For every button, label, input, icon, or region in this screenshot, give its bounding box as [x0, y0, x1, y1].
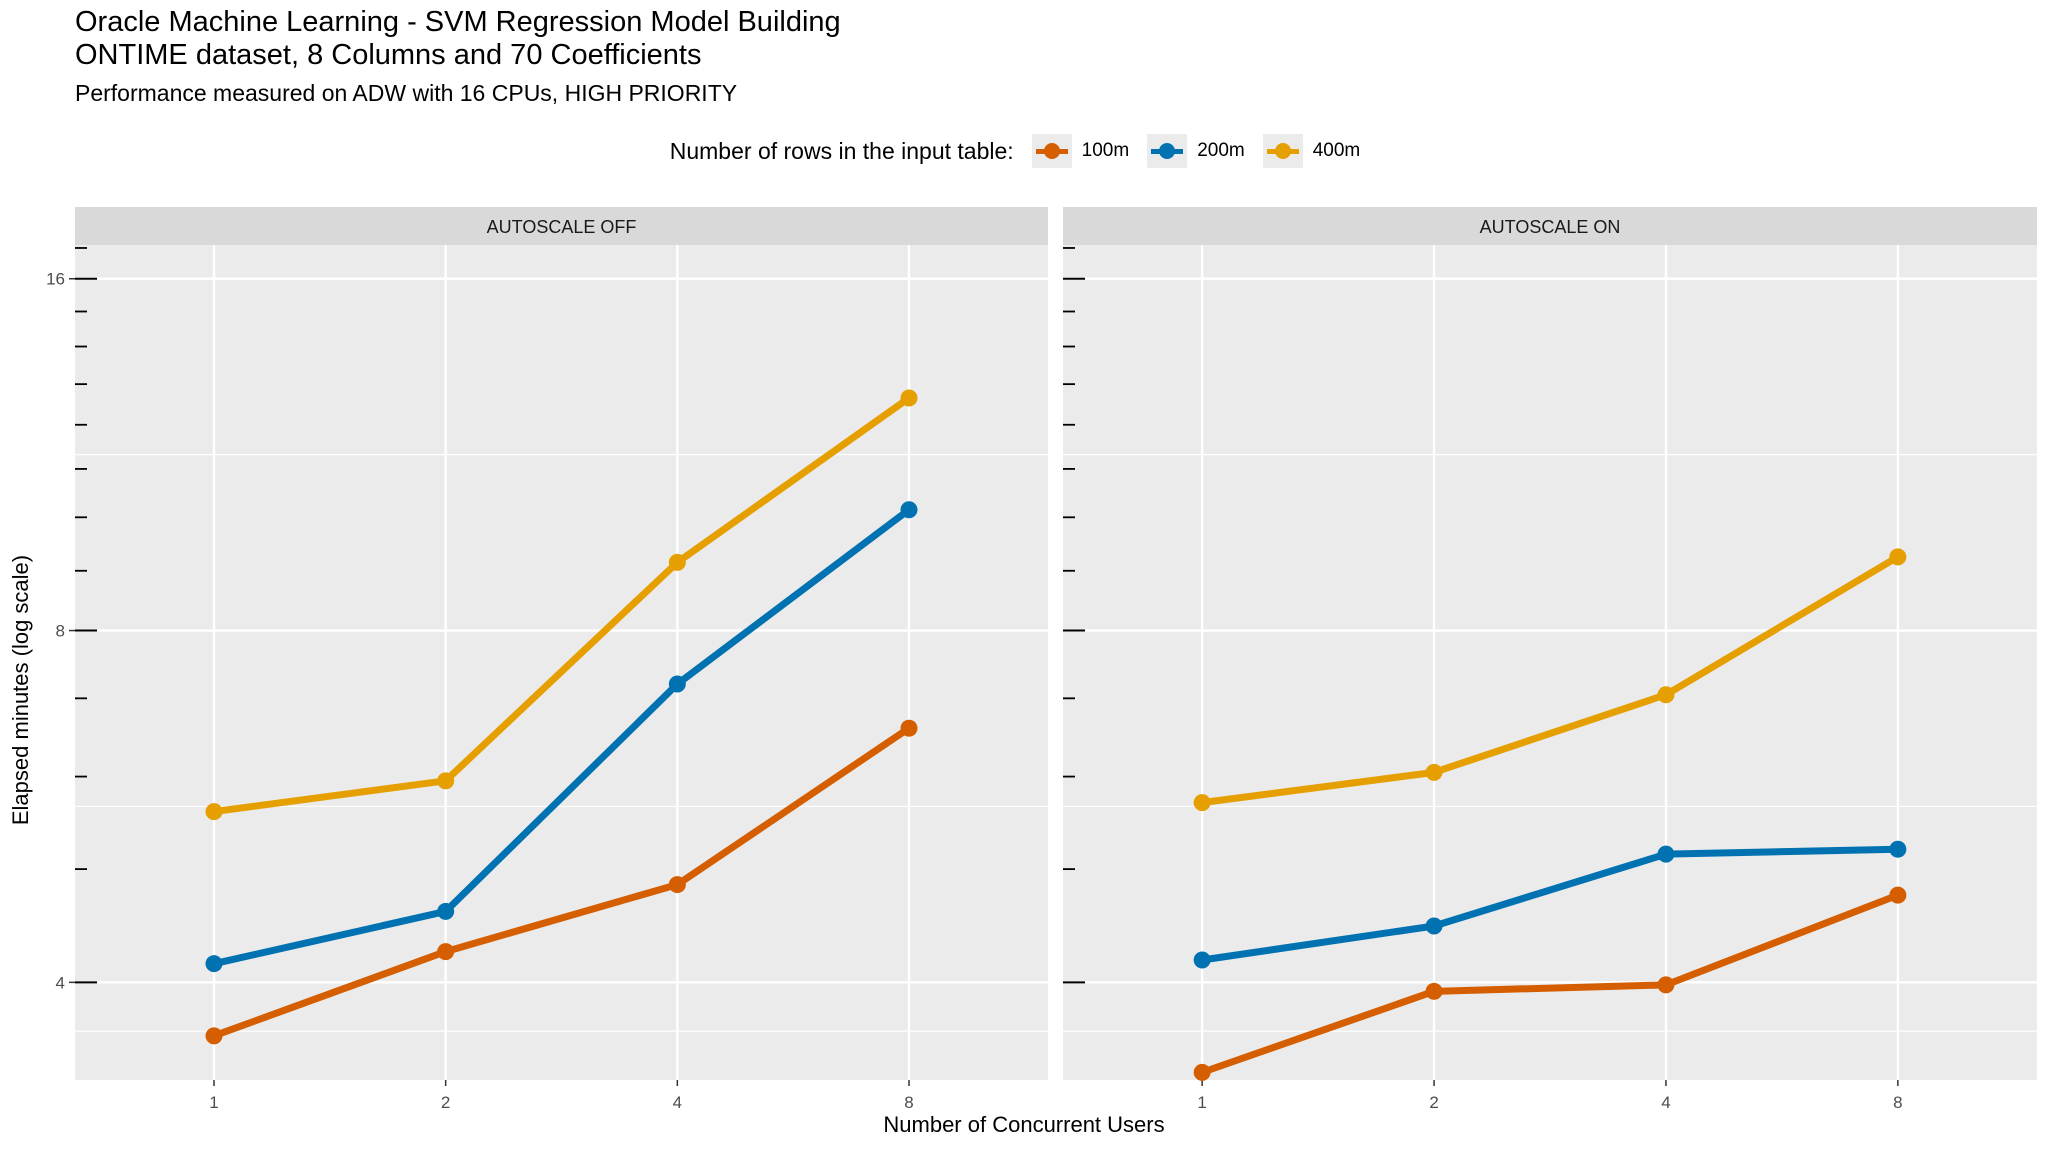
x-tick-label-autoscale-off: 4 — [673, 1093, 682, 1112]
y-tick-label: 4 — [56, 973, 65, 992]
legend-item-200m: 200m — [1147, 134, 1245, 168]
data-point-200m — [1425, 917, 1443, 935]
facet-strip-autoscale-off — [75, 207, 1048, 245]
y-tick-label: 8 — [56, 622, 65, 641]
y-tick-label: 16 — [46, 270, 65, 289]
data-point-400m — [668, 553, 686, 571]
legend-key-200m — [1147, 134, 1188, 168]
x-tick-label-autoscale-on: 8 — [1893, 1093, 1902, 1112]
data-point-200m — [1889, 840, 1907, 858]
legend-key-100m — [1031, 134, 1072, 168]
panel-bg-autoscale-off — [75, 245, 1048, 1080]
data-point-400m — [1657, 686, 1675, 704]
data-point-400m — [1889, 548, 1907, 566]
legend-label-400m: 400m — [1312, 140, 1361, 161]
series-line-100m-autoscale-on — [1198, 891, 1902, 1076]
x-tick-label-autoscale-on: 2 — [1429, 1093, 1438, 1112]
data-point-200m — [900, 501, 918, 519]
series-line-200m-autoscale-off — [210, 506, 913, 968]
data-point-100m — [1193, 1063, 1211, 1081]
data-point-400m — [1193, 794, 1211, 812]
data-point-100m — [1425, 982, 1443, 1000]
legend-title: Number of rows in the input table: — [669, 137, 1014, 164]
facet-label-autoscale-on: AUTOSCALE ON — [1480, 217, 1621, 237]
legend-label-100m: 100m — [1081, 140, 1130, 161]
data-point-400m — [900, 389, 918, 407]
series-line-400m-autoscale-off — [210, 394, 913, 816]
x-tick-label-autoscale-off: 8 — [904, 1093, 913, 1112]
x-tick-label-autoscale-on: 4 — [1661, 1093, 1670, 1112]
data-point-400m — [205, 803, 223, 821]
facet-strip-autoscale-on — [1063, 207, 2037, 245]
data-point-200m — [1657, 845, 1675, 863]
data-point-200m — [205, 955, 223, 973]
legend-label-200m: 200m — [1197, 140, 1245, 161]
legend-key-400m — [1262, 134, 1303, 168]
data-point-100m — [900, 719, 918, 737]
x-axis-label: Number of Concurrent Users — [883, 1112, 1165, 1137]
data-point-400m — [437, 772, 455, 790]
chart-subtitle: Performance measured on ADW with 16 CPUs… — [75, 80, 738, 106]
data-point-100m — [1657, 976, 1675, 994]
x-tick-label-autoscale-off: 2 — [441, 1093, 450, 1112]
legend-item-400m: 400m — [1262, 134, 1361, 168]
data-point-100m — [437, 943, 455, 961]
data-point-100m — [205, 1027, 223, 1045]
series-line-100m-autoscale-off — [210, 724, 913, 1040]
data-point-100m — [1889, 886, 1907, 904]
data-point-200m — [668, 675, 686, 693]
facet-label-autoscale-off: AUTOSCALE OFF — [487, 217, 637, 237]
series-line-200m-autoscale-on — [1198, 845, 1902, 964]
data-point-400m — [1425, 763, 1443, 781]
x-tick-label-autoscale-off: 1 — [209, 1093, 218, 1112]
chart-title-line2: ONTIME dataset, 8 Columns and 70 Coeffic… — [75, 39, 702, 71]
panel-bg-autoscale-on — [1063, 245, 2037, 1080]
data-point-200m — [437, 902, 455, 920]
data-point-200m — [1193, 951, 1211, 969]
data-point-100m — [668, 876, 686, 894]
x-tick-label-autoscale-on: 1 — [1197, 1093, 1206, 1112]
series-line-400m-autoscale-on — [1198, 553, 1902, 807]
legend-item-100m: 100m — [1031, 134, 1130, 168]
chart-title: Oracle Machine Learning - SVM Regression… — [75, 6, 841, 38]
legend: Number of rows in the input table: 100m … — [0, 134, 2048, 168]
